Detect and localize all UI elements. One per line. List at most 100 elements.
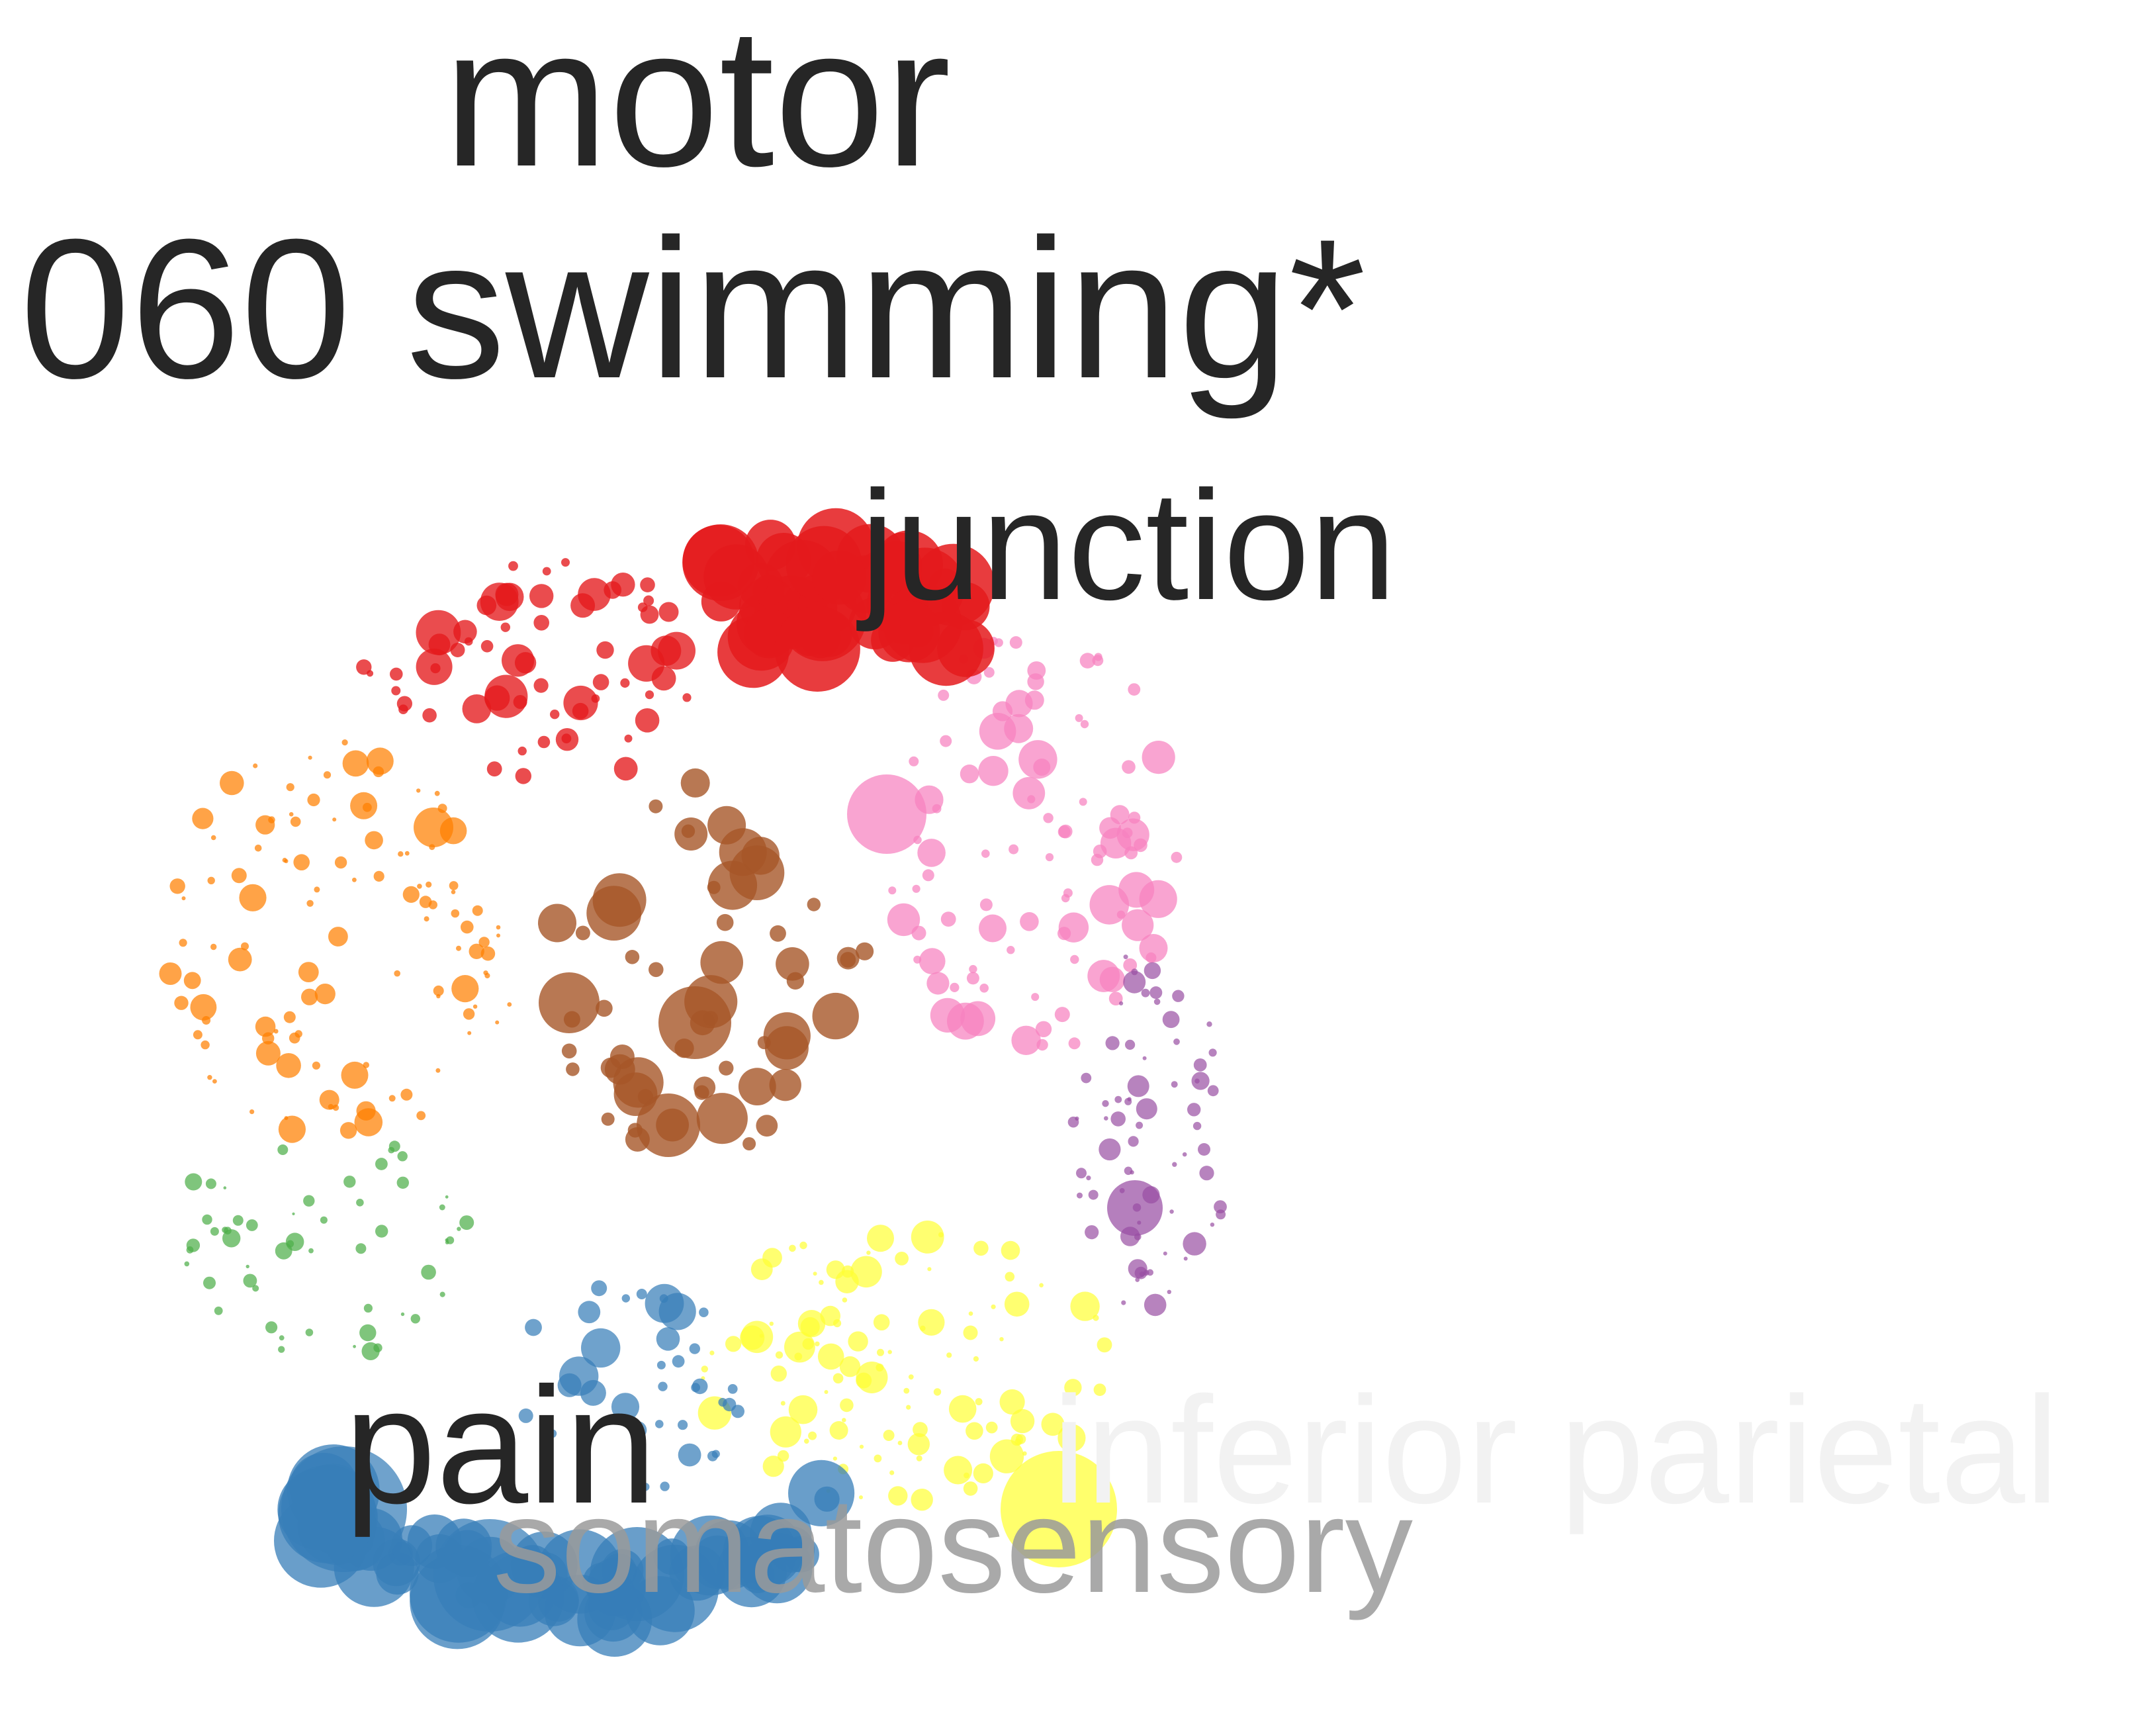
bubble-pink	[1054, 1007, 1070, 1023]
bubble-yellow	[817, 1343, 844, 1370]
bubble-brown	[674, 817, 708, 851]
bubble-purple	[1075, 1116, 1079, 1121]
bubble-red	[416, 610, 461, 655]
bubble-pink	[930, 998, 965, 1033]
bubble-yellow	[911, 1221, 944, 1254]
bubble-brown	[649, 962, 664, 978]
bubble-brown	[719, 1060, 734, 1076]
bubble-pink	[1058, 912, 1089, 943]
bubble-brown	[539, 972, 600, 1033]
bubble-red	[550, 710, 560, 719]
bubble-brown	[566, 1062, 580, 1076]
bubble-brown	[700, 941, 743, 984]
bubble-orange	[472, 1004, 478, 1009]
bubble-brown	[680, 768, 710, 798]
bubble-red	[502, 644, 535, 677]
bubble-blue	[581, 1328, 621, 1368]
bubble-orange	[254, 845, 262, 852]
bubble-purple	[1128, 1136, 1139, 1147]
bubble-purple	[1107, 1180, 1163, 1236]
bubble-orange	[289, 812, 294, 817]
bubble-red	[542, 567, 551, 576]
bubble-purple	[1127, 1075, 1149, 1097]
bubble-pink	[1089, 885, 1130, 925]
bubble-red	[624, 734, 633, 743]
bubble-blue	[645, 1283, 684, 1323]
bubble-pink	[1116, 910, 1126, 919]
bubble-yellow	[800, 1317, 820, 1337]
bubble-layer	[159, 508, 1227, 1657]
bubble-orange	[332, 817, 337, 822]
bubble-green	[210, 1227, 219, 1236]
bubble-orange	[179, 939, 187, 947]
bubble-yellow	[874, 1454, 882, 1463]
bubble-brown	[840, 952, 856, 968]
bubble-brown	[757, 1036, 771, 1050]
bubble-purple	[1210, 1223, 1215, 1227]
bubble-yellow	[918, 1309, 945, 1336]
bubble-purple	[1081, 1072, 1092, 1084]
bubble-green	[353, 1344, 356, 1348]
bubble-blue	[591, 1280, 607, 1297]
bubble-orange	[174, 996, 189, 1010]
bubble-yellow	[913, 1422, 928, 1438]
bubble-blue	[699, 1307, 709, 1317]
bubble-purple	[1119, 1001, 1124, 1005]
bubble-purple	[1130, 1170, 1134, 1175]
bubble-blue	[669, 1545, 725, 1601]
bubble-yellow	[964, 1472, 969, 1479]
bubble-yellow	[889, 1470, 895, 1475]
bubble-green	[224, 1227, 232, 1234]
bubble-blue	[678, 1420, 688, 1430]
bubble-yellow	[916, 1455, 922, 1462]
bubble-orange	[323, 771, 332, 779]
bubble-orange	[278, 1115, 306, 1143]
bubble-red	[658, 602, 679, 622]
bubble-red	[495, 582, 524, 612]
bubble-blue	[689, 1343, 701, 1354]
bubble-purple	[1153, 998, 1161, 1005]
bubble-blue	[578, 1301, 601, 1324]
bubble-blue	[723, 1397, 737, 1412]
bubble-blue	[672, 1355, 685, 1368]
bubble-purple	[1076, 1168, 1087, 1179]
bubble-pink	[978, 756, 1009, 786]
bubble-orange	[366, 747, 394, 775]
bubble-green	[265, 1321, 278, 1334]
bubble-pink	[1068, 1037, 1081, 1050]
bubble-orange	[190, 994, 217, 1021]
bubble-orange	[404, 851, 410, 856]
bubble-yellow	[989, 1439, 1024, 1473]
bubble-green	[205, 1178, 216, 1189]
bubble-orange	[363, 1062, 369, 1068]
bubble-yellow	[784, 1331, 815, 1363]
bubble-green	[445, 1195, 449, 1199]
bubble-purple	[1114, 1095, 1122, 1103]
bubble-orange	[181, 896, 186, 901]
bubble-purple	[1193, 1058, 1207, 1072]
bubble-brown	[742, 1137, 756, 1150]
bubble-blue	[582, 1563, 621, 1601]
bubble-yellow	[1016, 1434, 1026, 1444]
bubble-yellow	[906, 1405, 911, 1410]
bubble-green	[439, 1291, 445, 1297]
bubble-red	[613, 757, 638, 781]
bubble-orange	[293, 854, 310, 870]
bubble-red	[592, 674, 609, 690]
bubble-green	[279, 1335, 285, 1341]
bubble-green	[243, 1274, 257, 1288]
bubble-yellow	[973, 1240, 989, 1256]
bubble-yellow	[1097, 1337, 1112, 1353]
bubble-green	[186, 1238, 201, 1252]
label-inferior-parietal: inferior parietal	[1052, 1365, 2059, 1535]
bubble-pink	[966, 972, 979, 985]
bubble-yellow	[1004, 1291, 1030, 1317]
bubble-pink	[979, 914, 1007, 943]
bubble-red	[570, 593, 596, 618]
bubble-pink	[1099, 966, 1126, 993]
bubble-purple	[1135, 1277, 1140, 1282]
bubble-brown	[738, 1068, 776, 1105]
bubble-red	[628, 645, 665, 682]
bubble-green	[457, 1227, 461, 1231]
bubble-yellow	[991, 1304, 996, 1309]
